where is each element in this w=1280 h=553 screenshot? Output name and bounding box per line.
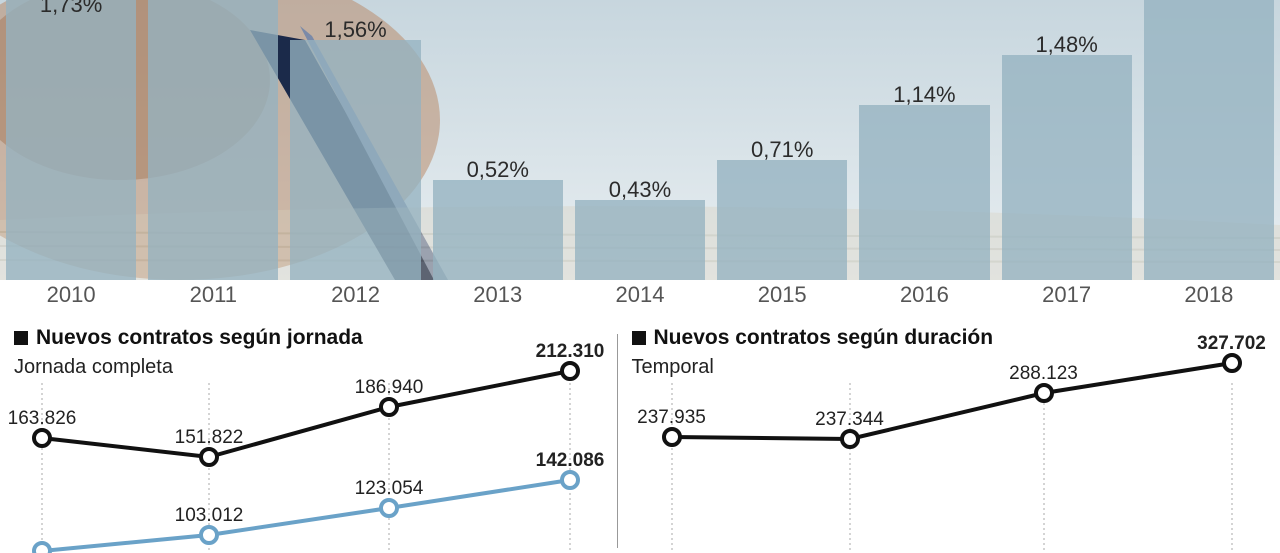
series-value-label: 237.935	[637, 407, 706, 431]
bar-rect	[6, 0, 136, 280]
series-value-label: 288.123	[1009, 363, 1078, 387]
bar-rect	[433, 180, 563, 280]
x-tick-label: 2014	[569, 282, 711, 308]
x-tick-label: 2010	[0, 282, 142, 308]
bar-slot: 1,48%	[996, 0, 1138, 280]
x-tick-label: 2011	[142, 282, 284, 308]
panel-title-jornada: Nuevos contratos según jornada	[14, 326, 603, 350]
x-tick-label: 2018	[1138, 282, 1280, 308]
bar-rect	[575, 200, 705, 280]
bar-rect	[859, 105, 989, 280]
series-value-label: 163.826	[8, 408, 77, 432]
bar-slot: 1,14%	[853, 0, 995, 280]
bar-value-label: 0,52%	[427, 157, 569, 183]
bar-value-label: 1,48%	[996, 32, 1138, 58]
series-value-label: 151.822	[175, 427, 244, 451]
bar-value-label: 0,43%	[569, 177, 711, 203]
bar-slot: 1,56%	[284, 0, 426, 280]
panel-duracion: Nuevos contratos según duración Temporal…	[618, 316, 1280, 548]
series-value-label: 186.940	[355, 377, 424, 401]
bar-value-label: 0,71%	[711, 137, 853, 163]
x-tick-label: 2016	[853, 282, 995, 308]
line-chart-duracion: 237.935237.344288.123327.702	[632, 383, 1266, 553]
bar-value-label: 1,14%	[853, 82, 995, 108]
x-tick-label: 2015	[711, 282, 853, 308]
bar-value-label: 1,73%	[0, 0, 142, 18]
x-tick-label: 2013	[427, 282, 569, 308]
line-chart-jornada: 163.826151.822186.940212.310103.012123.0…	[14, 383, 603, 553]
bar-group: 1,73% 1,56% 0,52%0,43%0,71% 1,14%1,48%	[0, 0, 1280, 280]
bar-slot: 0,43%	[569, 0, 711, 280]
series-value-label: 123.054	[355, 478, 424, 502]
square-bullet-icon	[14, 331, 28, 345]
series-value-label: 142.086	[536, 450, 605, 474]
bar-rect	[717, 160, 847, 280]
square-bullet-icon	[632, 331, 646, 345]
x-axis: 201020112012201320142015201620172018	[0, 282, 1280, 308]
bar-slot: 0,52%	[427, 0, 569, 280]
series-value-label: 103.012	[175, 505, 244, 529]
series-value-label: 327.702	[1197, 333, 1266, 357]
bar-slot	[142, 0, 284, 280]
bar-slot	[1138, 0, 1280, 280]
series-value-label: 212.310	[536, 341, 605, 365]
bar-rect	[1144, 0, 1274, 280]
bottom-panels: Nuevos contratos según jornada Jornada c…	[0, 316, 1280, 548]
panel-jornada: Nuevos contratos según jornada Jornada c…	[0, 316, 617, 548]
panel-title-duracion: Nuevos contratos según duración	[632, 326, 1266, 350]
bar-rect	[290, 40, 420, 280]
bar-rect	[1002, 55, 1132, 280]
title-text: Nuevos contratos según jornada	[36, 326, 363, 350]
bar-value-label: 1,56%	[284, 17, 426, 43]
bar-rect	[148, 0, 278, 280]
title-text: Nuevos contratos según duración	[654, 326, 994, 350]
bar-slot: 1,73%	[0, 0, 142, 280]
series-value-label: 237.344	[815, 409, 884, 433]
top-bar-chart: 1,73% 1,56% 0,52%0,43%0,71% 1,14%1,48% 2010…	[0, 0, 1280, 316]
subtitle-jornada: Jornada completa	[14, 356, 603, 379]
bar-slot: 0,71%	[711, 0, 853, 280]
x-tick-label: 2017	[996, 282, 1138, 308]
subtitle-duracion: Temporal	[632, 356, 1266, 379]
x-tick-label: 2012	[284, 282, 426, 308]
